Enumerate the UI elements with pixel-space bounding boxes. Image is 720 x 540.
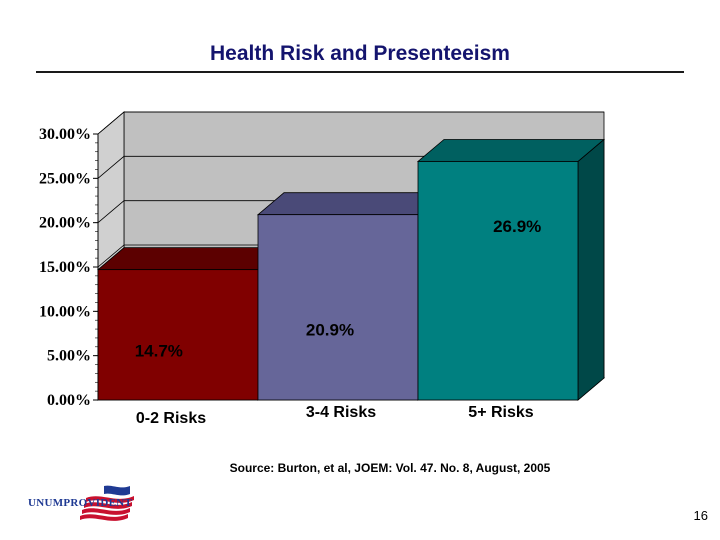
x-category-label: 5+ Risks	[468, 404, 533, 421]
bar-top	[256, 192, 446, 216]
bar	[257, 214, 419, 401]
data-label: 20.9%	[306, 321, 354, 340]
bar-top	[96, 247, 286, 271]
y-tick-label: 25.00%	[39, 170, 91, 187]
title-divider	[36, 71, 684, 73]
bar	[417, 161, 579, 401]
page-number: 16	[693, 508, 708, 523]
bar	[97, 269, 259, 401]
y-tick-label: 20.00%	[39, 215, 91, 232]
y-tick-label: 5.00%	[47, 348, 91, 365]
data-label: 14.7%	[135, 341, 183, 360]
gridline	[97, 111, 604, 135]
y-tick-label: 0.00%	[47, 392, 91, 409]
data-label: 26.9%	[493, 217, 541, 236]
x-category-label: 3-4 Risks	[306, 404, 376, 421]
bar-side	[577, 138, 605, 401]
y-tick-label: 30.00%	[39, 126, 91, 143]
y-tick-label: 15.00%	[39, 259, 91, 276]
logo-text: UNUMPROVIDENT	[28, 497, 132, 509]
y-tick-label: 10.00%	[39, 303, 91, 320]
bar-top	[416, 139, 606, 162]
slide-title: Health Risk and Presenteeism	[210, 42, 510, 65]
x-category-label: 0-2 Risks	[136, 410, 206, 427]
source-citation: Source: Burton, et al, JOEM: Vol. 47. No…	[229, 461, 551, 475]
flag-logo-icon: UNUMPROVIDENT	[28, 485, 134, 521]
